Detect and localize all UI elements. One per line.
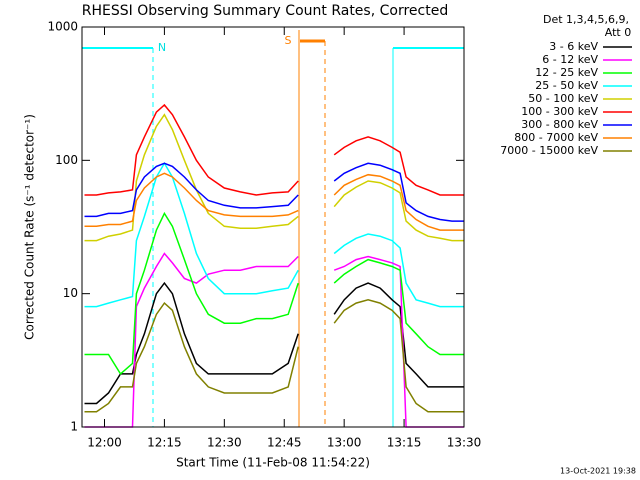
legend-title: Det 1,3,4,5,6,9, (543, 13, 629, 26)
x-tick-label: 12:45 (267, 436, 302, 450)
legend-label: 12 - 25 keV (535, 66, 598, 79)
series-line (84, 162, 464, 222)
x-tick-label: 13:30 (447, 436, 482, 450)
legend-label: 7000 - 15000 keV (500, 144, 598, 157)
x-tick-label: 12:30 (207, 436, 242, 450)
plot-frame (81, 26, 465, 428)
footer: 13-Oct-2021 19:38 (560, 467, 636, 476)
series-line (84, 211, 464, 376)
x-tick-label: 13:00 (327, 436, 362, 450)
y-axis-label: Corrected Count Rate (s⁻¹ detector⁻¹) (23, 114, 37, 340)
legend-label: 3 - 6 keV (549, 40, 598, 53)
series-line (84, 172, 464, 231)
x-axis-label: Start Time (11-Feb-08 11:54:22) (176, 456, 370, 470)
legend-label: 50 - 100 keV (528, 92, 598, 105)
series-line (84, 299, 464, 413)
legend-title: Att 0 (605, 26, 631, 39)
legend-label: 100 - 300 keV (521, 105, 598, 118)
legend-label: 800 - 7000 keV (514, 131, 598, 144)
annotation: S (285, 34, 292, 47)
annotation: N (158, 41, 166, 54)
flags: N S (82, 30, 465, 427)
y-tick-label: 10 (63, 286, 78, 300)
y-tick-label: 100 (55, 153, 78, 167)
legend-label: 6 - 12 keV (542, 53, 598, 66)
legend-label: 300 - 800 keV (521, 118, 598, 131)
y-tick-label: 1000 (47, 20, 78, 34)
series-line (84, 103, 464, 196)
chart-title: RHESSI Observing Summary Count Rates, Co… (82, 3, 448, 19)
series-line (84, 113, 464, 242)
y-tick-label: 1 (70, 420, 78, 434)
x-tick-label: 12:15 (147, 436, 182, 450)
x-tick-label: 13:15 (387, 436, 422, 450)
x-tick-label: 12:00 (87, 436, 122, 450)
legend-label: 25 - 50 keV (535, 79, 598, 92)
